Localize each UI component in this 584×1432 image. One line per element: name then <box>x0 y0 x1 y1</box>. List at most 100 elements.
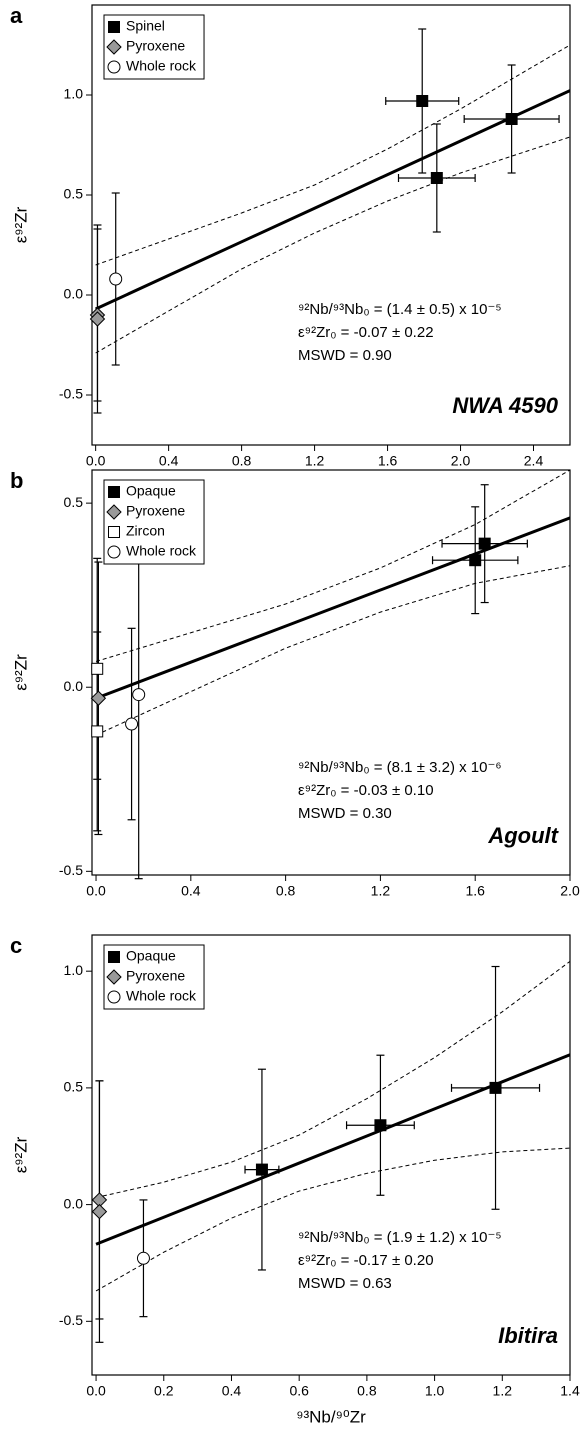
fit-annotation: ⁹²Nb/⁹³Nb₀ = (1.4 ± 0.5) x 10⁻⁵ <box>298 301 502 318</box>
x-tick-label: 0.0 <box>86 1383 106 1399</box>
confidence-upper <box>95 960 570 1199</box>
legend-label: Opaque <box>126 948 176 964</box>
confidence-lower <box>95 136 570 354</box>
x-tick-label: 0.6 <box>289 1383 309 1399</box>
marker-square <box>108 486 120 498</box>
confidence-lower <box>95 565 570 736</box>
x-tick-label: 1.4 <box>560 1383 580 1399</box>
panel-letter: b <box>10 468 23 493</box>
sample-name: NWA 4590 <box>452 393 558 418</box>
marker-circle <box>109 272 123 286</box>
x-tick-label: 1.6 <box>465 883 485 899</box>
y-axis-label: ε⁹²Zr <box>11 654 30 691</box>
marker-diamond <box>106 39 122 55</box>
fit-annotation: ⁹²Nb/⁹³Nb₀ = (8.1 ± 3.2) x 10⁻⁶ <box>298 759 502 776</box>
x-tick-label: 1.0 <box>425 1383 445 1399</box>
y-tick-label: 0.0 <box>64 286 84 302</box>
sample-name: Agoult <box>487 823 559 848</box>
legend-box <box>103 479 205 565</box>
marker-circle <box>125 717 139 731</box>
fit-annotation: ⁹²Nb/⁹³Nb₀ = (1.9 ± 1.2) x 10⁻⁵ <box>298 1229 502 1246</box>
marker-square <box>91 662 104 675</box>
panel-letter: c <box>10 933 22 958</box>
fit-annotation: MSWD = 0.30 <box>298 805 392 822</box>
x-tick-label: 0.0 <box>86 453 106 469</box>
marker-square <box>478 537 491 550</box>
x-tick-label: 2.0 <box>560 883 580 899</box>
x-tick-label: 1.6 <box>378 453 398 469</box>
plot-area <box>95 44 570 354</box>
x-tick-label: 0.0 <box>86 883 106 899</box>
marker-diamond <box>106 969 122 985</box>
legend: Spinel Pyroxene Whole rock <box>103 14 205 80</box>
x-tick-label: 0.2 <box>154 1383 174 1399</box>
y-tick-label: 1.0 <box>64 86 84 102</box>
legend-label: Zircon <box>126 523 165 539</box>
marker-square <box>469 554 482 567</box>
x-tick-label: 0.8 <box>357 1383 377 1399</box>
x-tick-label: 0.4 <box>222 1383 242 1399</box>
legend-label: Spinel <box>126 18 165 34</box>
marker-square <box>430 172 443 184</box>
legend: Opaque Pyroxene Whole rock <box>103 944 205 1010</box>
y-tick-label: 0.5 <box>64 186 84 202</box>
marker-circle <box>107 990 121 1004</box>
plot-area <box>95 470 570 736</box>
fit-annotation: ε⁹²Zr₀ = -0.03 ± 0.10 <box>298 782 434 799</box>
x-tick-label: 0.4 <box>181 883 201 899</box>
fit-line <box>95 89 570 311</box>
legend: Opaque Pyroxene Zircon Whole rock <box>103 479 205 565</box>
y-tick-label: -0.5 <box>59 862 83 878</box>
plot-frame <box>91 934 571 1376</box>
marker-square <box>416 95 429 107</box>
marker-circle <box>107 545 121 559</box>
marker-square <box>374 1119 387 1132</box>
marker-diamond <box>106 504 122 520</box>
legend-label: Pyroxene <box>126 503 185 519</box>
y-axis-label: ε⁹²Zr <box>11 1136 30 1173</box>
y-tick-label: 1.0 <box>64 962 84 978</box>
marker-square <box>108 526 120 538</box>
legend-label: Pyroxene <box>126 968 185 984</box>
legend-label: Pyroxene <box>126 38 185 54</box>
marker-square <box>108 21 120 33</box>
y-tick-label: 0.0 <box>64 1195 84 1211</box>
plot-frame <box>91 4 571 446</box>
marker-diamond <box>91 1203 108 1220</box>
fit-line <box>95 516 570 700</box>
fit-annotation: ε⁹²Zr₀ = -0.07 ± 0.22 <box>298 324 434 341</box>
y-tick-label: 0.0 <box>64 678 84 694</box>
y-tick-label: 0.5 <box>64 494 84 510</box>
legend-label: Whole rock <box>126 58 197 74</box>
marker-circle <box>132 688 146 702</box>
marker-square <box>489 1081 502 1094</box>
x-tick-label: 0.4 <box>159 453 179 469</box>
x-axis-label: ⁹³Nb/⁹⁰Zr <box>296 1407 366 1426</box>
confidence-upper <box>95 44 570 266</box>
y-tick-label: -0.5 <box>59 1312 83 1328</box>
x-tick-label: 0.8 <box>232 453 252 469</box>
confidence-lower <box>95 1147 570 1292</box>
marker-square <box>505 113 518 125</box>
sample-name: Ibitira <box>498 1323 558 1348</box>
confidence-upper <box>95 470 570 662</box>
marker-diamond <box>89 311 106 327</box>
legend-label: Whole rock <box>126 543 197 559</box>
marker-diamond <box>90 690 107 706</box>
fit-annotation: ε⁹²Zr₀ = -0.17 ± 0.20 <box>298 1252 434 1269</box>
panel-letter: a <box>10 3 23 28</box>
y-tick-label: 0.5 <box>64 1079 84 1095</box>
legend-label: Opaque <box>126 483 176 499</box>
x-tick-label: 2.0 <box>451 453 471 469</box>
fit-annotation: MSWD = 0.63 <box>298 1275 392 1292</box>
marker-square <box>255 1163 268 1176</box>
marker-circle <box>136 1251 150 1265</box>
x-tick-label: 1.2 <box>493 1383 513 1399</box>
x-tick-label: 1.2 <box>305 453 325 469</box>
fit-annotation: MSWD = 0.90 <box>298 347 392 364</box>
x-tick-label: 1.2 <box>371 883 391 899</box>
marker-square <box>91 725 104 738</box>
legend-label: Whole rock <box>126 988 197 1004</box>
x-tick-label: 2.4 <box>524 453 544 469</box>
